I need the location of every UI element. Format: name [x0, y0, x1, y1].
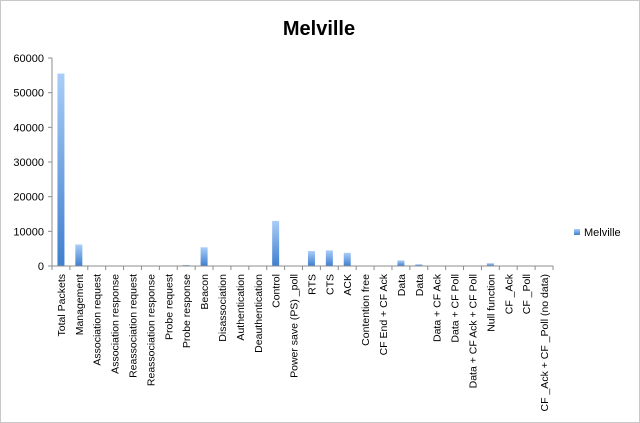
x-category-label: Reassociation request [128, 274, 140, 378]
x-category-label: Deauthentication [253, 274, 265, 353]
y-tick-label: 30000 [13, 157, 44, 169]
x-category-label: Data [414, 274, 426, 296]
x-category-label: Data + CF Poll [450, 274, 462, 343]
x-axis: Total Packets Management Association reque… [51, 265, 554, 411]
x-category-label: Data + CF Ack [432, 273, 444, 342]
bar [75, 244, 83, 266]
y-tick-label: 0 [38, 261, 44, 273]
y-tick-label: 60000 [13, 53, 44, 65]
y-tick-label: 10000 [13, 226, 44, 238]
y-tick-label: 50000 [13, 88, 44, 100]
x-category-label: Association request [92, 274, 104, 366]
bar [325, 250, 333, 266]
x-category-label: CF _Ack [503, 273, 515, 314]
x-category-label: ACK [342, 274, 354, 296]
x-category-label: Authentication [235, 274, 247, 341]
y-axis: 0 10000 20000 30000 40000 50000 60000 [13, 53, 53, 273]
y-tick-label: 20000 [13, 192, 44, 204]
x-category-label: RTS [306, 274, 318, 295]
x-category-label: CF _Poll [521, 274, 533, 314]
y-tick-label: 40000 [13, 122, 44, 134]
x-category-label: Power save (PS) _poll [289, 274, 301, 378]
legend-label: Melville [584, 227, 621, 239]
x-category-label: Data [396, 274, 408, 296]
bar [307, 251, 315, 266]
x-category-label: Contention free [360, 274, 372, 346]
bar [397, 260, 405, 266]
x-category-label: Management [74, 274, 86, 335]
x-category-label: Total Packets [56, 274, 68, 336]
bar [200, 247, 208, 266]
legend: Melville [574, 227, 621, 239]
bars [57, 73, 494, 266]
bar [415, 264, 423, 266]
bar [182, 264, 190, 266]
bar [272, 220, 280, 266]
x-category-label: Null function [485, 274, 497, 332]
x-category-label: Control [271, 274, 283, 308]
x-category-label: Probe request [163, 274, 175, 340]
x-category-label: Probe response [181, 274, 193, 348]
x-category-label: CF _Ack + CF _Poll (no data) [539, 274, 551, 411]
x-category-label: Association response [110, 274, 122, 374]
bar [343, 252, 351, 266]
x-category-label: Data + CF Ack + CF Poll [467, 274, 479, 388]
bar [486, 263, 494, 266]
x-category-label: Beacon [199, 274, 211, 310]
x-category-label: Reassociation response [145, 274, 157, 386]
x-category-label: CTS [324, 274, 336, 295]
legend-swatch [574, 229, 580, 235]
x-category-label: CF End + CF Ack [378, 273, 390, 355]
bar [57, 73, 65, 266]
chart-title: Melville [283, 18, 355, 40]
x-category-label: Disassociation [217, 274, 229, 342]
